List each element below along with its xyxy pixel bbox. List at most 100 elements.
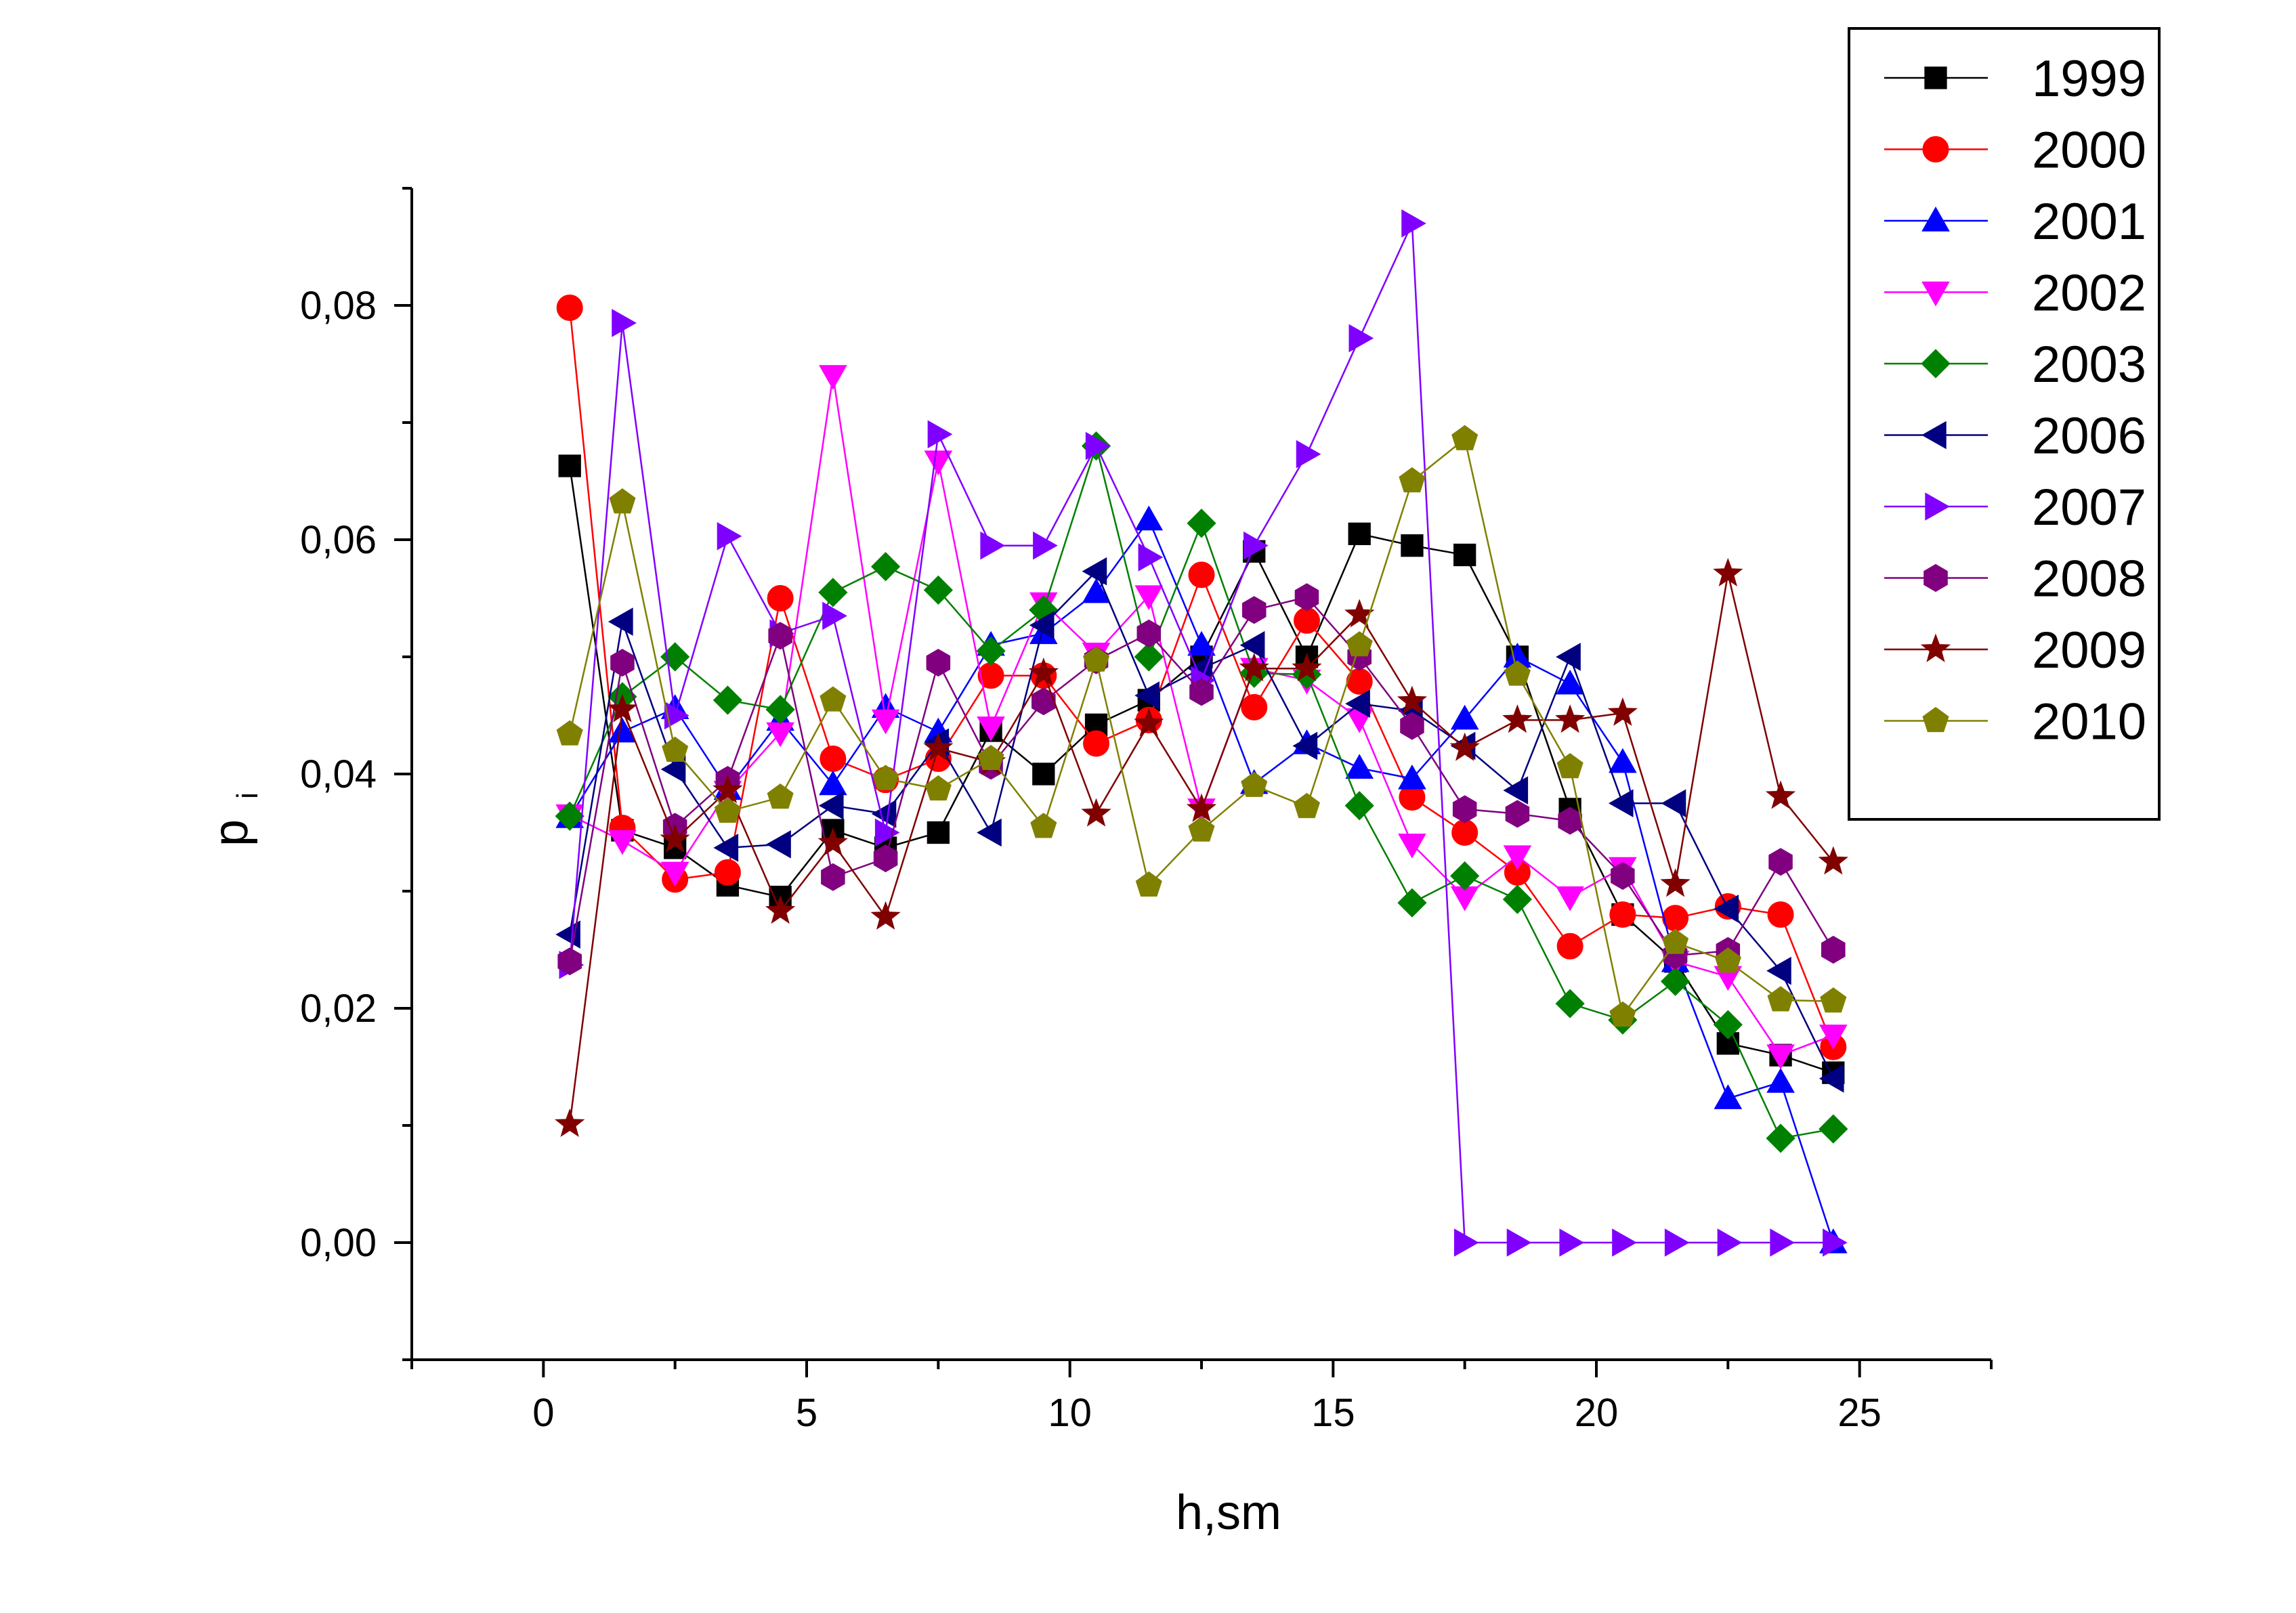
data-point-2009 (1081, 798, 1111, 827)
data-point-2009 (1134, 708, 1164, 737)
data-point-2008 (821, 863, 845, 891)
data-point-2009 (1607, 697, 1638, 726)
data-point-2008 (1505, 800, 1530, 828)
y-tick-label: 0,04 (300, 752, 377, 796)
data-point-2002 (1556, 886, 1584, 911)
data-point-2001 (1345, 754, 1374, 779)
legend-label-2000: 2000 (2032, 122, 2146, 179)
data-point-2003 (1397, 888, 1427, 918)
y-axis-title: p (204, 819, 258, 846)
data-point-2010 (1030, 813, 1057, 838)
data-point-2001 (1134, 505, 1164, 531)
data-point-2009 (607, 693, 638, 723)
legend-item-2010: 2010 (1884, 693, 2146, 751)
data-point-2008 (1611, 862, 1635, 890)
data-point-2009 (1239, 652, 1269, 682)
data-point-2001 (608, 717, 637, 743)
data-point-2010 (1346, 631, 1373, 657)
series-2010 (556, 425, 1847, 1027)
data-point-2002 (1819, 1025, 1848, 1050)
data-point-2001 (1714, 1084, 1743, 1109)
data-point-2006 (766, 830, 791, 859)
data-point-2006 (1082, 557, 1107, 586)
data-point-2006 (1714, 895, 1739, 923)
data-point-2008 (768, 622, 792, 650)
data-point-2010 (1820, 987, 1847, 1013)
data-point-2003 (1713, 1010, 1743, 1039)
data-point-2003 (1660, 966, 1691, 996)
data-point-2003 (1502, 884, 1533, 914)
legend-label-2002: 2002 (2032, 265, 2146, 322)
series-1999 (558, 454, 1845, 1084)
legend-label-2010: 2010 (2032, 693, 2146, 751)
data-point-2003 (1134, 642, 1164, 672)
data-point-2007 (1823, 1228, 1848, 1257)
data-point-2000 (1609, 901, 1636, 928)
data-point-2009 (1028, 657, 1059, 687)
data-point-2009 (1449, 732, 1480, 761)
data-point-2010 (1399, 467, 1426, 493)
legend-item-2001: 2001 (1884, 193, 2146, 251)
data-point-2002 (977, 716, 1005, 741)
data-point-2008 (610, 649, 635, 677)
data-point-2010 (556, 720, 583, 746)
data-point-2003 (765, 695, 795, 725)
data-point-2009 (1186, 793, 1217, 822)
data-point-2003 (1344, 791, 1374, 821)
data-point-2008 (1558, 806, 1582, 835)
data-point-2009 (1292, 652, 1322, 682)
data-point-2010 (1767, 986, 1794, 1012)
data-point-1999 (1348, 522, 1371, 546)
data-point-2009 (1660, 868, 1691, 897)
data-point-2007 (1296, 439, 1321, 469)
data-point-2006 (1029, 611, 1055, 640)
data-point-2010 (1662, 928, 1689, 954)
legend-label-1999: 1999 (2032, 50, 2146, 108)
data-point-2002 (608, 830, 637, 855)
data-point-2008 (1136, 619, 1161, 647)
data-point-2010 (767, 783, 794, 809)
axes: 0 5 10 15 20 25 0,00 0,02 0,04 0,06 0,08 h,sm p i (204, 187, 1993, 1540)
data-point-2000 (556, 294, 583, 321)
data-point-2001 (1187, 630, 1216, 656)
data-point-2007 (980, 531, 1006, 560)
data-point-2007 (612, 309, 637, 337)
data-point-2010 (1451, 425, 1479, 450)
data-point-2007 (664, 701, 689, 730)
y-tick-label: 0,06 (300, 518, 377, 562)
legend-item-2003: 2003 (1884, 336, 2146, 393)
data-point-2002 (1503, 845, 1532, 871)
data-point-2010 (977, 744, 1004, 771)
data-point-2003 (555, 801, 584, 831)
data-point-2001 (819, 770, 847, 796)
data-point-2007 (927, 420, 953, 449)
data-point-2009 (1555, 704, 1586, 733)
legend-label-2006: 2006 (2032, 408, 2146, 465)
series-2006 (555, 557, 1844, 1093)
data-point-2002 (1766, 1044, 1795, 1070)
data-point-2008 (1400, 712, 1424, 740)
series-line-2001 (569, 518, 1834, 1243)
data-point-2010 (1188, 816, 1215, 842)
data-point-2010 (924, 775, 952, 801)
data-point-2008 (557, 947, 582, 976)
data-point-1999 (1453, 543, 1476, 567)
data-point-2002 (924, 450, 953, 476)
data-point-2008 (926, 649, 951, 677)
data-point-2002 (1398, 834, 1426, 859)
x-tick-label: 15 (1311, 1391, 1355, 1435)
data-point-2003 (1450, 861, 1480, 891)
legend-item-2000: 2000 (1884, 122, 2146, 179)
data-point-2001 (1766, 1068, 1795, 1093)
data-point-2007 (1348, 324, 1374, 353)
series-2007 (559, 209, 1848, 1257)
legend-marker-2010 (1922, 706, 1949, 733)
legend-label-2009: 2009 (2032, 622, 2146, 679)
data-point-2010 (872, 765, 899, 790)
data-point-2007 (822, 601, 847, 630)
legend-marker-2007 (1925, 492, 1950, 521)
data-point-2006 (1819, 1064, 1844, 1093)
data-point-2009 (817, 827, 848, 856)
y-tick-label: 0,08 (300, 284, 377, 328)
